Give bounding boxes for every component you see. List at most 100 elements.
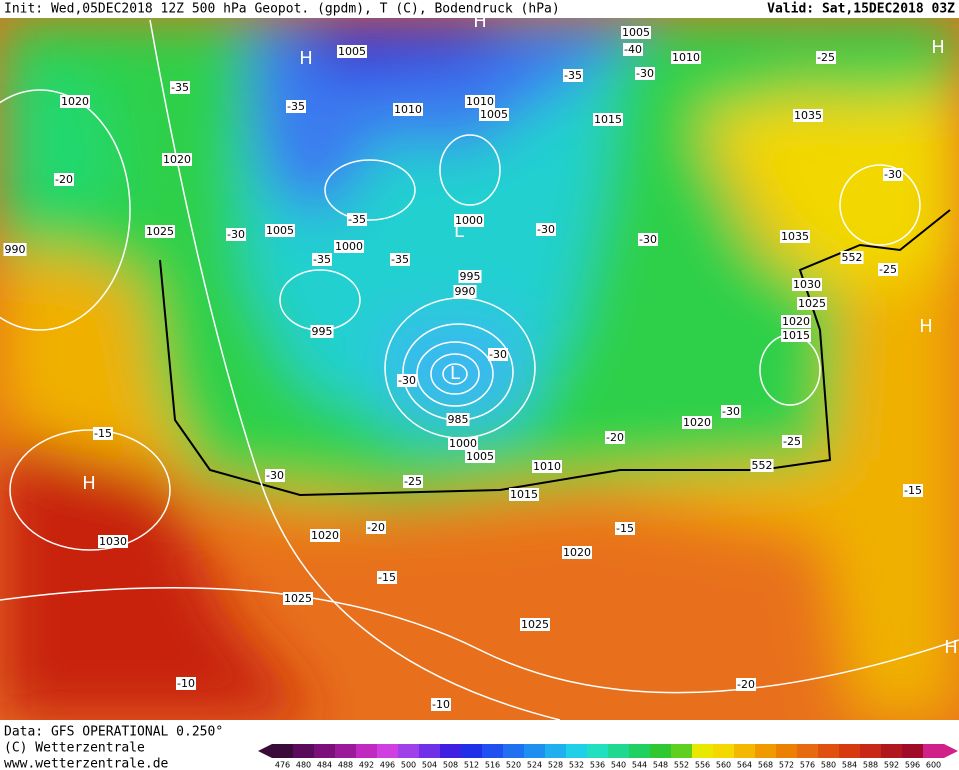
label-box [453,285,477,298]
header-title: Init: Wed,05DEC2018 12Z 500 hPa Geopot. … [4,2,560,17]
map-label: -20 [367,521,385,534]
colorbar-label: 496 [380,761,395,770]
label-box [488,348,508,361]
colorbar-swatch [419,744,441,758]
map-label: -35 [391,253,409,266]
label-box [170,81,190,94]
colorbar-swatch [545,744,567,758]
colorbar-label: 552 [674,761,689,770]
colorbar-label: 536 [590,761,605,770]
high-marker: H [299,48,313,69]
label-box [176,677,196,690]
colorbar-swatch [923,744,945,758]
label-box [671,51,701,64]
label-box [377,571,397,584]
high-marker: H [473,11,487,32]
map-label: -30 [639,233,657,246]
high-marker: H [931,37,945,58]
label-box [390,253,410,266]
label-box [593,113,623,126]
label-box [448,437,478,450]
colorbar-label: 560 [716,761,731,770]
label-box [532,460,562,473]
colorbar-label: 592 [884,761,899,770]
map-label: 1010 [394,103,422,116]
map-label: -20 [737,678,755,691]
colorbar-arrow-right [944,744,958,758]
colorbar-swatch [650,744,672,758]
colorbar-label: 544 [632,761,647,770]
map-label: -35 [171,81,189,94]
colorbar-label: 568 [758,761,773,770]
label-box [54,173,74,186]
map-label: 1020 [311,529,339,542]
colorbar-swatch [503,744,525,758]
label-box [536,223,556,236]
colorbar-swatch [881,744,903,758]
label-box [98,535,128,548]
label-box [782,435,802,448]
label-box [446,413,470,426]
label-box [562,546,592,559]
footer-copyright: (C) Wetterzentrale [4,741,145,756]
map-label: 1005 [480,108,508,121]
label-box [265,224,295,237]
colorbar-label: 504 [422,761,437,770]
map-label: -25 [404,475,422,488]
map-label: -15 [378,571,396,584]
label-box [60,95,90,108]
colorbar-swatch [524,744,546,758]
colorbar-swatch [755,744,777,758]
colorbar-swatch [734,744,756,758]
label-box [638,233,658,246]
colorbar-label: 576 [800,761,815,770]
map-label: 1035 [781,230,809,243]
label-box [458,270,482,283]
map-label: 1025 [798,297,826,310]
label-box [162,153,192,166]
map-label: 1020 [683,416,711,429]
label-box [840,251,864,264]
colorbar-label: 528 [548,761,563,770]
label-box [337,45,367,58]
map-label: 1035 [794,109,822,122]
map-label: 552 [752,459,773,472]
map-label: -10 [432,698,450,711]
map-label: 990 [455,285,476,298]
colorbar-arrow-left [258,744,272,758]
colorbar-label: 476 [275,761,290,770]
label-box [520,618,550,631]
label-box [347,213,367,226]
label-box [792,278,822,291]
label-box [780,230,810,243]
label-box [397,374,417,387]
label-box [465,450,495,463]
label-box [635,67,655,80]
map-label: 1025 [521,618,549,631]
map-label: 1020 [563,546,591,559]
colorbar-label: 532 [569,761,584,770]
label-box [310,529,340,542]
map-label: 1000 [455,214,483,227]
colorbar-swatch [566,744,588,758]
colorbar-label: 516 [485,761,500,770]
map-label: -25 [879,263,897,276]
map-label: -25 [783,435,801,448]
footer-url: www.wetterzentrale.de [4,757,169,770]
label-box [883,168,903,181]
map-label: -40 [624,43,642,56]
map-label: 1005 [338,45,366,58]
colorbar-label: 488 [338,761,353,770]
colorbar: 476 480 484 488 492 496 500 504 508 512 516 520 524 5… [258,744,958,770]
map-label: 1000 [335,240,363,253]
map-label: 1015 [594,113,622,126]
map-label: 1015 [510,488,538,501]
label-box [797,297,827,310]
map-label: -10 [177,677,195,690]
map-label: 552 [842,251,863,264]
map-label: 1010 [466,95,494,108]
high-marker: H [944,637,958,658]
label-box [750,459,774,472]
